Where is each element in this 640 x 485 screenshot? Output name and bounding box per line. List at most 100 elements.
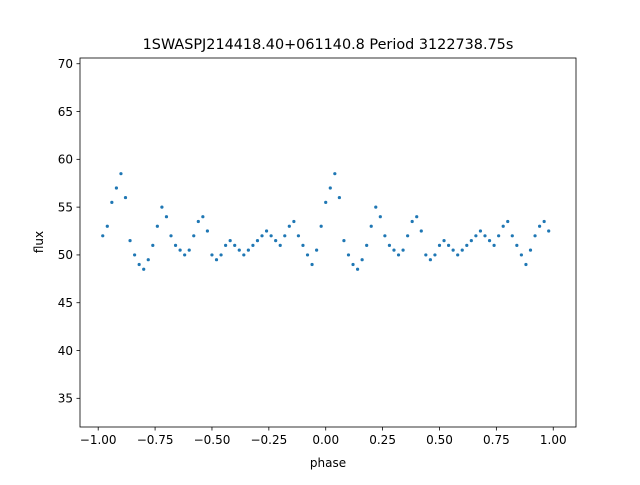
data-point — [396, 253, 401, 257]
data-point — [483, 234, 487, 238]
data-point — [105, 224, 109, 228]
data-point — [487, 238, 492, 243]
y-tick-label: 55 — [58, 200, 73, 214]
data-point — [169, 234, 173, 238]
y-tick-label: 50 — [58, 248, 73, 262]
data-point — [519, 253, 523, 257]
data-point — [355, 267, 360, 271]
data-point — [478, 229, 483, 233]
data-point — [424, 253, 428, 257]
data-point — [346, 253, 351, 257]
data-point — [114, 186, 118, 190]
data-point — [237, 248, 241, 252]
data-point — [428, 258, 432, 262]
data-point — [465, 243, 469, 247]
chart-title: 1SWASPJ214418.40+061140.8 Period 3122738… — [143, 37, 514, 53]
data-point — [173, 243, 178, 247]
y-tick-label: 60 — [58, 153, 73, 167]
data-point — [110, 200, 114, 204]
data-point — [369, 224, 373, 228]
y-tick-label: 45 — [58, 296, 73, 310]
data-point — [351, 262, 355, 267]
data-point — [506, 219, 510, 224]
y-axis-label: flux — [32, 231, 46, 253]
data-point — [406, 234, 410, 238]
data-point — [474, 234, 478, 238]
data-point — [437, 243, 442, 247]
data-point — [456, 253, 460, 257]
data-point — [155, 224, 159, 228]
data-point — [151, 243, 155, 247]
data-point — [201, 215, 205, 219]
data-point — [183, 253, 187, 257]
data-point — [128, 238, 132, 243]
data-point — [315, 248, 319, 252]
y-axis: 35 40 45 50 55 60 65 70 — [58, 57, 80, 406]
data-point — [101, 234, 105, 238]
y-tick-label: 70 — [58, 57, 73, 71]
data-point — [264, 229, 269, 233]
data-point — [228, 238, 232, 243]
data-point — [415, 215, 419, 219]
data-point — [301, 243, 305, 247]
data-point — [451, 248, 455, 252]
data-point — [524, 262, 528, 267]
plot-frame — [79, 57, 577, 428]
data-point — [283, 234, 287, 238]
data-point — [528, 248, 533, 252]
data-point — [374, 205, 378, 209]
x-tick-label: 1.00 — [540, 433, 567, 447]
x-axis-label: phase — [310, 456, 346, 470]
data-point — [119, 172, 123, 176]
data-point — [469, 238, 473, 243]
x-tick-label: 0.25 — [369, 433, 396, 447]
data-point — [233, 243, 237, 247]
data-point — [224, 243, 228, 247]
x-tick-label: 0.00 — [312, 433, 339, 447]
data-point — [542, 219, 546, 224]
data-point — [446, 243, 451, 247]
data-point — [497, 234, 501, 238]
data-point — [219, 253, 223, 257]
data-point — [164, 215, 169, 219]
data-point — [187, 248, 191, 252]
data-point — [337, 195, 341, 200]
data-point — [515, 243, 519, 247]
data-point — [401, 248, 405, 252]
data-point — [160, 205, 164, 209]
data-points — [101, 172, 551, 271]
data-point — [146, 258, 150, 262]
data-point — [387, 243, 392, 247]
data-point — [210, 253, 214, 257]
data-point — [305, 253, 310, 257]
data-point — [274, 238, 278, 243]
data-point — [319, 224, 323, 228]
data-point — [501, 224, 505, 228]
data-point — [246, 248, 250, 252]
data-point — [142, 267, 146, 271]
data-point — [292, 219, 296, 224]
data-point — [123, 195, 128, 200]
x-tick-label: −0.75 — [137, 433, 174, 447]
data-point — [383, 234, 387, 238]
data-point — [410, 219, 414, 224]
data-point — [419, 229, 423, 233]
y-tick-label: 35 — [58, 392, 73, 406]
data-point — [492, 243, 496, 247]
x-tick-label: −1.00 — [80, 433, 117, 447]
data-point — [324, 200, 328, 204]
data-point — [242, 253, 246, 257]
data-point — [296, 234, 301, 238]
data-point — [251, 243, 255, 247]
data-point — [533, 234, 537, 238]
y-tick-label: 40 — [58, 344, 73, 358]
data-point — [214, 258, 219, 262]
data-point — [196, 219, 200, 224]
data-point — [365, 243, 369, 247]
data-point — [255, 238, 260, 243]
data-point — [278, 243, 282, 247]
data-point — [328, 186, 332, 190]
data-point — [392, 248, 396, 252]
